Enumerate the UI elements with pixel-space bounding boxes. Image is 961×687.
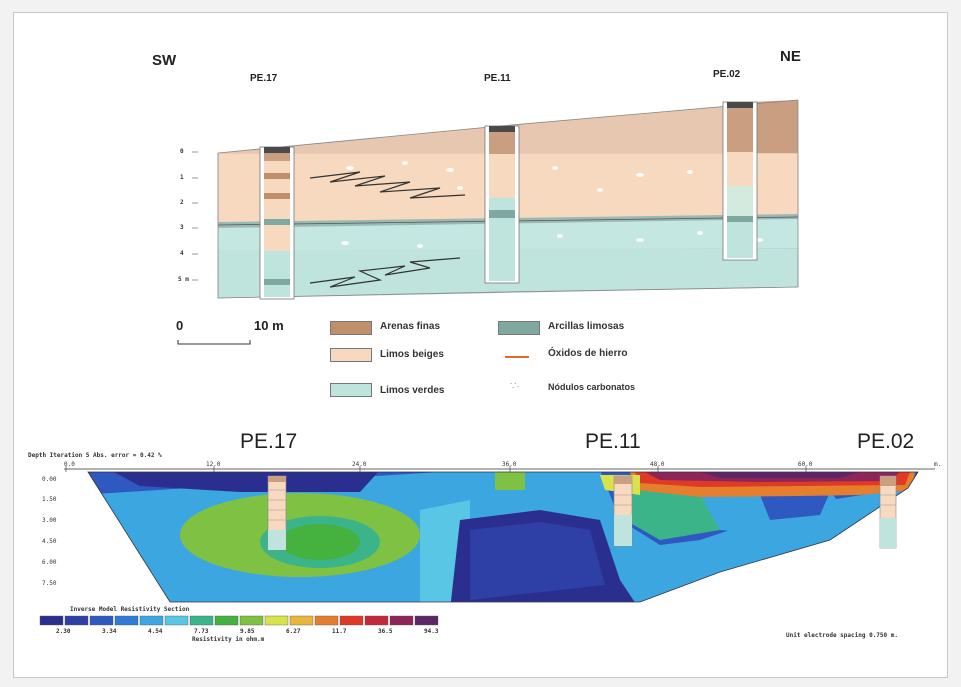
ert-footer: Unit electrode spacing 0.750 m. xyxy=(786,632,898,639)
scale-unit: Resistivity in ohm.m xyxy=(192,636,265,643)
ert-borehole-pe11 xyxy=(613,475,633,547)
ert-top-tick-0: 0.0 xyxy=(64,461,75,468)
well-column-pe02 xyxy=(722,101,758,261)
ert-well-label-pe17: PE.17 xyxy=(240,430,298,453)
scale-swatch xyxy=(414,615,439,626)
direction-sw: SW xyxy=(152,52,177,69)
scale-swatch xyxy=(289,615,314,626)
scale-value: 2.30 xyxy=(56,628,71,635)
scale-swatch xyxy=(189,615,214,626)
ert-borehole-pe02 xyxy=(879,475,897,549)
legend-label-arcillas: Arcillas limosas xyxy=(548,321,625,332)
depth-tick-4: 4 xyxy=(180,250,184,257)
legend-label-oxidos: Óxidos de hierro xyxy=(548,348,628,359)
scale-swatch xyxy=(164,615,189,626)
ert-depth-tick-1: 1.50 xyxy=(42,496,57,503)
legend-swatch-limos-beiges xyxy=(330,348,372,362)
ert-well-label-pe11: PE.11 xyxy=(585,430,641,453)
scale-swatch xyxy=(64,615,89,626)
scale-swatch xyxy=(214,615,239,626)
legend-label-arenas: Arenas finas xyxy=(380,321,441,332)
well-label-pe02: PE.02 xyxy=(713,69,741,80)
ert-top-tick-2: 24.0 xyxy=(352,461,367,468)
scale-value: 3.34 xyxy=(102,628,117,635)
scale-swatch xyxy=(139,615,164,626)
resistivity-color-scale xyxy=(39,615,439,626)
scale-value: 94.3 xyxy=(424,628,439,635)
legend-swatch-arcillas xyxy=(498,321,540,335)
scale-end: 10 m xyxy=(254,318,284,333)
depth-tick-2: 2 xyxy=(180,199,184,206)
legend-swatch-arenas xyxy=(330,321,372,335)
ert-top-tick-5: 60.0 xyxy=(798,461,813,468)
nodulos-carbonatos xyxy=(341,161,763,248)
legend-swatch-oxidos xyxy=(505,356,529,358)
scale-value: 4.54 xyxy=(148,628,163,635)
ert-well-label-pe02: PE.02 xyxy=(857,430,915,453)
depth-tick-1: 1 xyxy=(180,174,184,181)
well-label-pe17: PE.17 xyxy=(250,73,278,84)
scale-swatch xyxy=(39,615,64,626)
scale-swatch xyxy=(239,615,264,626)
well-column-pe11 xyxy=(484,125,520,284)
scale-swatch xyxy=(314,615,339,626)
scale-value: 36.5 xyxy=(378,628,393,635)
scale-swatch xyxy=(264,615,289,626)
ert-depth-tick-0: 0.00 xyxy=(42,476,57,483)
scale-value: 11.7 xyxy=(332,628,347,635)
well-column-pe17 xyxy=(259,146,295,300)
interdigitation-upper xyxy=(309,171,466,199)
nodulos-icon: ∵· xyxy=(510,381,520,392)
ert-depth-tick-4: 6.00 xyxy=(42,559,57,566)
depth-tick-3: 3 xyxy=(180,224,184,231)
scale-start: 0 xyxy=(176,318,184,333)
ert-top-tick-unit: m. xyxy=(934,461,942,468)
ert-top-tick-1: 12.0 xyxy=(206,461,221,468)
scale-value: 7.73 xyxy=(194,628,209,635)
ert-depth-tick-5: 7.50 xyxy=(42,580,57,587)
legend-label-limos-beiges: Limos beiges xyxy=(380,349,444,360)
scale-swatch xyxy=(89,615,114,626)
scale-bar xyxy=(177,340,251,345)
depth-tick-5: 5 m xyxy=(178,276,189,283)
direction-ne: NE xyxy=(780,48,801,65)
scale-title: Inverse Model Resistivity Section xyxy=(70,606,190,613)
interdigitation-lower xyxy=(309,257,461,288)
ert-depth-tick-3: 4.50 xyxy=(42,538,57,545)
scale-value: 9.85 xyxy=(240,628,255,635)
scale-swatch xyxy=(364,615,389,626)
scale-value: 6.27 xyxy=(286,628,301,635)
ert-borehole-pe17 xyxy=(267,475,287,551)
legend-label-nodulos: Nódulos carbonatos xyxy=(548,382,636,392)
ert-top-tick-4: 48.0 xyxy=(650,461,665,468)
legend-label-limos-verdes: Limos verdes xyxy=(380,385,445,396)
depth-tick-0: 0 xyxy=(180,148,184,155)
ert-depth-tick-2: 3.00 xyxy=(42,517,57,524)
scale-swatch xyxy=(339,615,364,626)
well-label-pe11: PE.11 xyxy=(484,73,511,84)
scale-swatch xyxy=(389,615,414,626)
ert-title-line: Depth Iteration 5 Abs. error = 0.42 % xyxy=(28,452,162,459)
scale-swatch xyxy=(114,615,139,626)
ert-top-tick-3: 36.0 xyxy=(502,461,517,468)
legend-swatch-limos-verdes xyxy=(330,383,372,397)
